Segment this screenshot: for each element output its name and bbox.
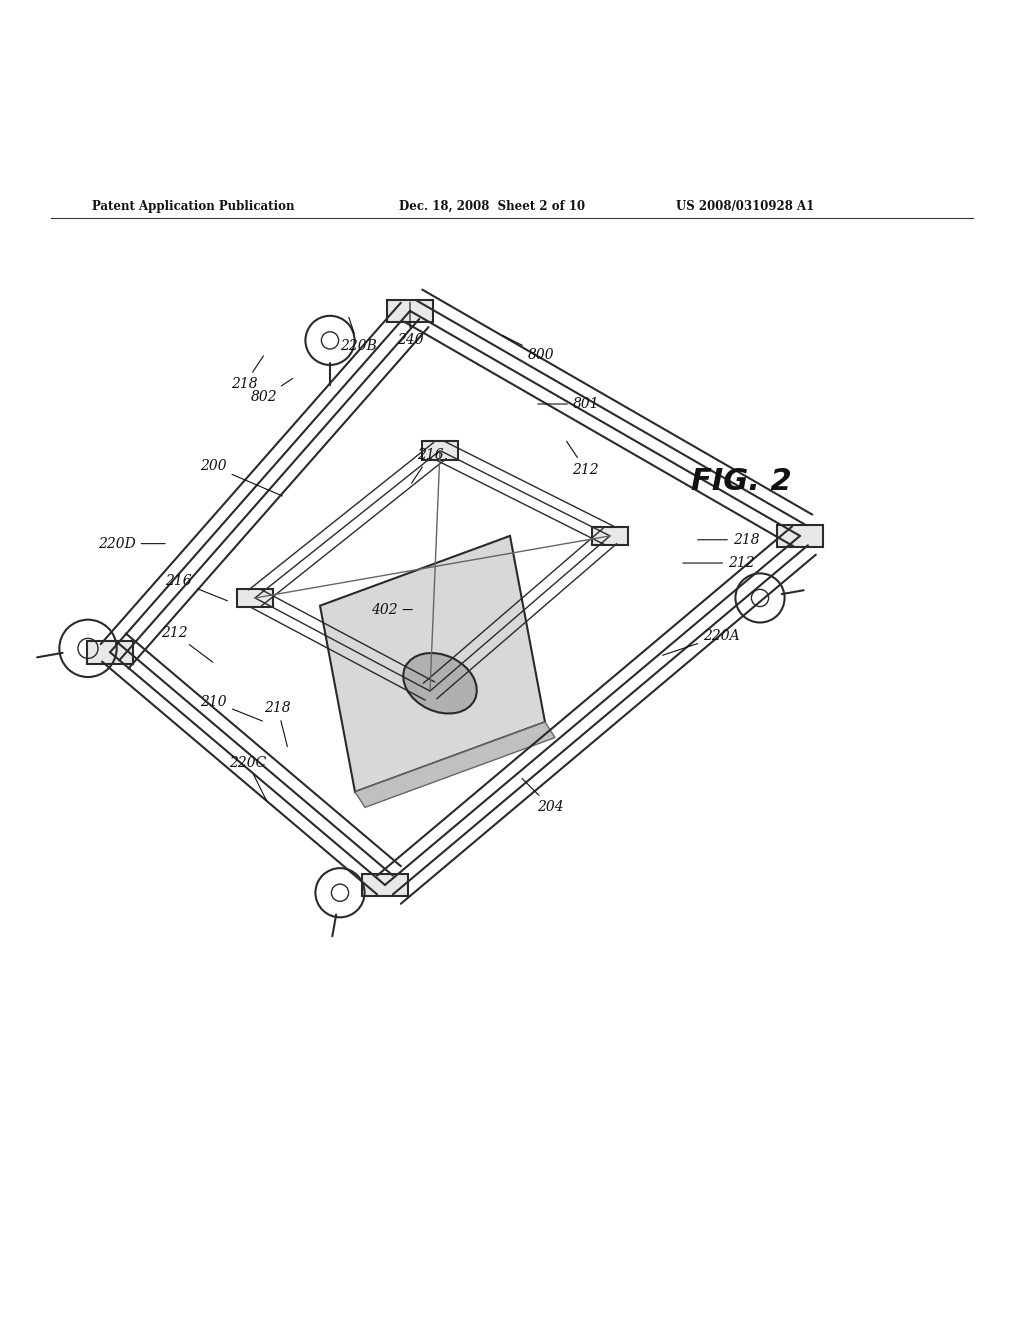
- Polygon shape: [237, 589, 273, 607]
- Text: 216: 216: [166, 574, 227, 601]
- Polygon shape: [412, 682, 449, 700]
- Text: 240: 240: [396, 302, 423, 347]
- Text: US 2008/0310928 A1: US 2008/0310928 A1: [676, 199, 814, 213]
- Text: 212: 212: [683, 556, 755, 570]
- Text: 210: 210: [201, 694, 262, 721]
- Text: Dec. 18, 2008  Sheet 2 of 10: Dec. 18, 2008 Sheet 2 of 10: [399, 199, 586, 213]
- Text: 220C: 220C: [229, 755, 267, 801]
- Text: 212: 212: [161, 626, 213, 663]
- Polygon shape: [362, 874, 408, 896]
- Text: FIG. 2: FIG. 2: [691, 467, 792, 496]
- Text: 800: 800: [503, 335, 554, 362]
- Text: 216: 216: [412, 447, 443, 483]
- Text: 402: 402: [371, 602, 413, 616]
- Polygon shape: [592, 527, 629, 545]
- Text: Patent Application Publication: Patent Application Publication: [92, 199, 295, 213]
- Text: 204: 204: [522, 779, 564, 814]
- Text: 218: 218: [697, 533, 760, 546]
- Ellipse shape: [403, 653, 477, 714]
- Polygon shape: [319, 536, 545, 792]
- Text: 220B: 220B: [340, 317, 377, 352]
- Polygon shape: [87, 642, 132, 664]
- Text: 218: 218: [264, 701, 291, 747]
- Text: 802: 802: [251, 379, 293, 404]
- Text: 220D: 220D: [98, 537, 165, 550]
- Text: 218: 218: [231, 356, 263, 391]
- Text: 801: 801: [538, 397, 599, 411]
- Polygon shape: [422, 441, 459, 459]
- Text: 220A: 220A: [663, 628, 739, 655]
- Text: 200: 200: [200, 459, 283, 496]
- Polygon shape: [387, 300, 432, 322]
- Polygon shape: [777, 524, 822, 548]
- Text: 212: 212: [566, 441, 599, 477]
- Polygon shape: [355, 722, 555, 808]
